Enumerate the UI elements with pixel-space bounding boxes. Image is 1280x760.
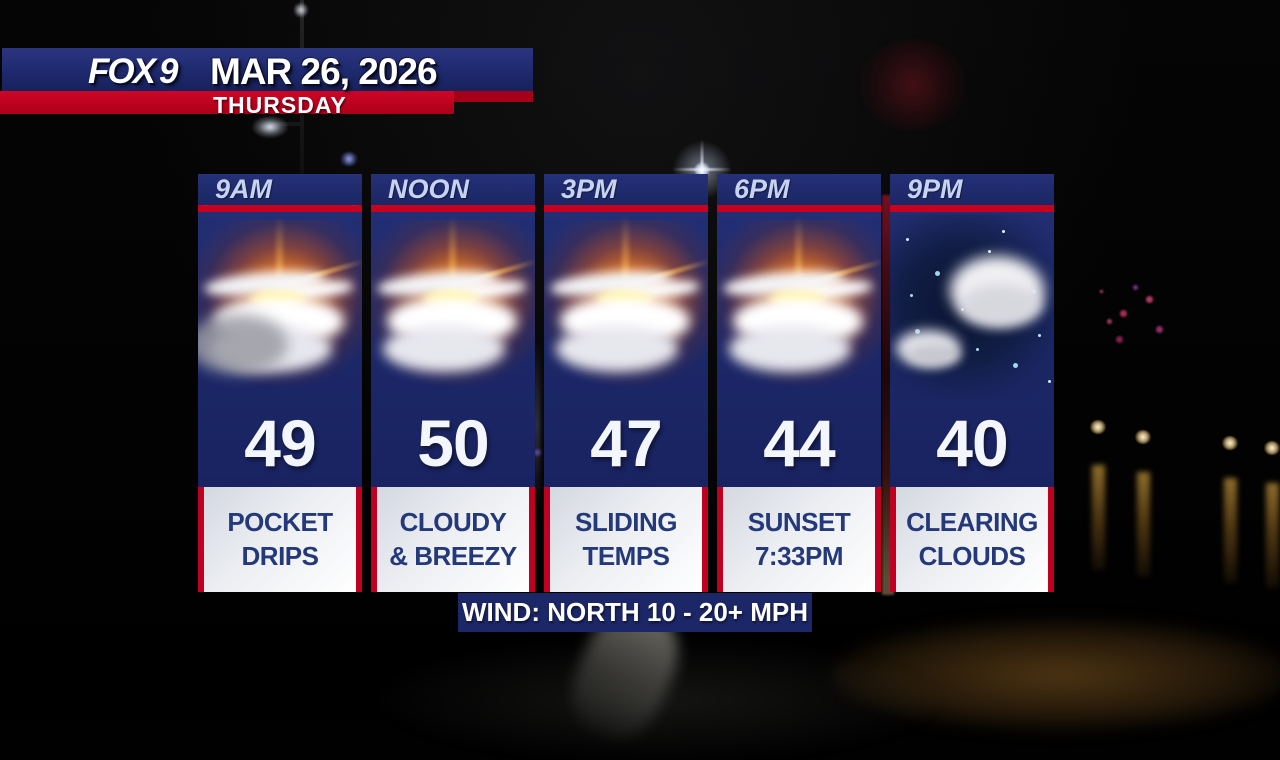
condition-line1: POCKET — [227, 507, 333, 538]
time-header: 9PM — [890, 174, 1054, 205]
temperature: 44 — [763, 406, 835, 480]
wet-road-dim-glow — [380, 640, 940, 760]
condition-label: SLIDING TEMPS — [544, 487, 708, 592]
red-divider — [717, 205, 881, 212]
wind-label: WIND: NORTH 10 - 20+ MPH — [462, 597, 808, 627]
red-glow — [858, 40, 968, 130]
time-header: 9AM — [198, 174, 362, 205]
wind-bar: WIND: NORTH 10 - 20+ MPH — [458, 593, 812, 632]
pink-holiday-lights — [1100, 290, 1103, 293]
header-red-bar — [0, 91, 454, 114]
street-light — [1222, 436, 1238, 450]
streetlamp-glow — [252, 116, 288, 138]
weather-icon — [544, 212, 708, 407]
red-divider — [198, 205, 362, 212]
condition-line1: CLOUDY — [399, 507, 507, 538]
condition-line2: CLOUDS — [918, 540, 1026, 571]
forecast-body: 47 — [544, 212, 708, 487]
header-red-bar-extension — [454, 91, 533, 102]
pole-top-light — [294, 2, 308, 18]
temperature: 50 — [417, 406, 489, 480]
street-light — [1264, 441, 1280, 455]
temperature: 40 — [936, 406, 1008, 480]
time-label: 9AM — [215, 174, 273, 204]
condition-line1: SLIDING — [575, 507, 677, 538]
light-reflection — [1266, 483, 1279, 588]
condition-line2: & BREEZY — [389, 540, 517, 571]
time-label: 9PM — [907, 174, 963, 204]
time-label: 6PM — [734, 174, 790, 204]
weather-icon — [371, 212, 535, 407]
red-divider — [890, 205, 1054, 212]
condition-line2: DRIPS — [241, 540, 319, 571]
fox-logo-text: FOX — [88, 52, 156, 91]
condition-label: SUNSET 7:33PM — [717, 487, 881, 592]
fox-logo-number: 9 — [158, 52, 179, 91]
blue-light — [340, 152, 358, 166]
time-header: 6PM — [717, 174, 881, 205]
forecast-body: 49 — [198, 212, 362, 487]
time-header: NOON — [371, 174, 535, 205]
forecast-column-3pm: 3PM 47 SLIDING TEMPS — [544, 174, 708, 592]
condition-label: POCKET DRIPS — [198, 487, 362, 592]
weather-icon — [890, 212, 1054, 407]
purple-light — [533, 448, 542, 457]
forecast-body: 44 — [717, 212, 881, 487]
forecast-column-noon: NOON 50 CLOUDY & BREEZY — [371, 174, 535, 592]
red-divider — [544, 205, 708, 212]
forecast-column-9pm: 9PM 40 CLEARING CLOUDS — [890, 174, 1054, 592]
fox9-logo: FOX 9 — [88, 52, 179, 91]
street-light — [1090, 420, 1106, 434]
weather-icon — [198, 212, 362, 407]
red-divider — [371, 205, 535, 212]
condition-line2: TEMPS — [582, 540, 670, 571]
weather-icon — [717, 212, 881, 407]
condition-line1: CLEARING — [906, 507, 1038, 538]
hourly-forecast-panel: 9AM 49 POCKET DRIPS NOON — [198, 174, 1054, 592]
street-light — [1135, 430, 1151, 444]
forecast-column-6pm: 6PM 44 SUNSET 7:33PM — [717, 174, 881, 592]
forecast-column-9am: 9AM 49 POCKET DRIPS — [198, 174, 362, 592]
faint-light-streak — [534, 340, 540, 510]
light-reflection — [1224, 478, 1237, 583]
condition-label: CLOUDY & BREEZY — [371, 487, 535, 592]
condition-label: CLEARING CLOUDS — [890, 487, 1054, 592]
time-header: 3PM — [544, 174, 708, 205]
temperature: 47 — [590, 406, 662, 480]
condition-line1: SUNSET — [747, 507, 851, 538]
time-label: NOON — [388, 174, 469, 204]
condition-line2: 7:33PM — [754, 540, 844, 571]
time-label: 3PM — [561, 174, 617, 204]
wet-road-gold-reflection — [830, 620, 1280, 730]
forecast-day: THURSDAY — [213, 92, 347, 118]
forecast-body: 50 — [371, 212, 535, 487]
temperature: 49 — [244, 406, 316, 480]
header-blue-bar — [2, 48, 533, 91]
forecast-date: MAR 26, 2026 — [210, 51, 438, 92]
light-reflection — [1137, 472, 1150, 577]
forecast-body: 40 — [890, 212, 1054, 487]
light-reflection — [1092, 465, 1105, 570]
